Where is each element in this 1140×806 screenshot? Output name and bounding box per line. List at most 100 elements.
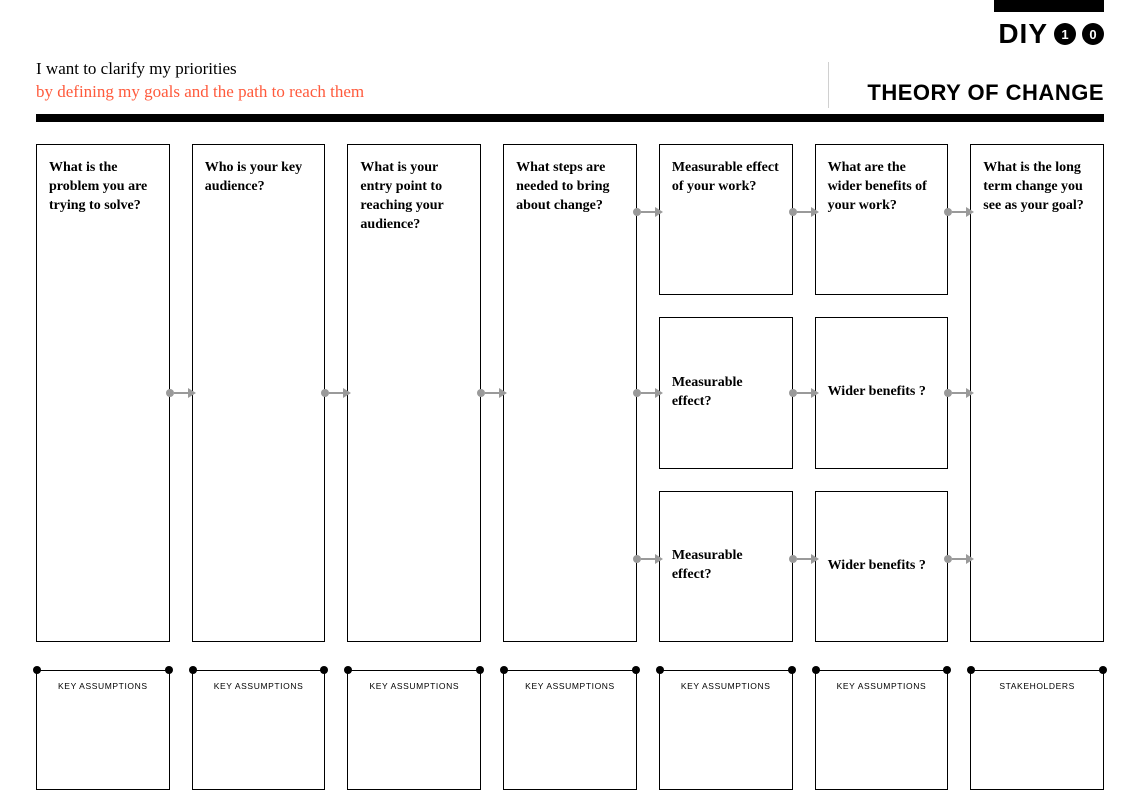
column-5-cell-2-text: Measurable effect?	[672, 374, 780, 412]
column-7: What is the long term change you see as …	[970, 144, 1104, 642]
page-title: THEORY OF CHANGE	[867, 80, 1104, 108]
arrow-connector	[944, 554, 974, 564]
diy-digit-1: 1	[1054, 23, 1076, 45]
assumption-label-2: KEY ASSUMPTIONS	[203, 681, 315, 691]
column-4-box: What steps are needed to bring about cha…	[503, 144, 637, 642]
subtitle-line-2: by defining my goals and the path to rea…	[36, 81, 364, 104]
arrow-connector	[321, 388, 351, 398]
diy-digit-2: 0	[1082, 23, 1104, 45]
connector-dot-icon	[633, 389, 641, 397]
worksheet-page: DIY 1 0 I want to clarify my priorities …	[0, 0, 1140, 806]
header-divider	[828, 62, 829, 108]
column-5-cell-1-text: Measurable effect of your work?	[672, 159, 780, 197]
connector-line	[797, 392, 811, 394]
column-5-stack: Measurable effect of your work? Measurab…	[659, 144, 793, 642]
connector-dot-icon	[944, 555, 952, 563]
connector-dot-icon	[944, 389, 952, 397]
connector-dot-icon	[633, 555, 641, 563]
column-6-cell-1: What are the wider benefits of your work…	[815, 144, 949, 295]
arrow-connector	[166, 388, 196, 398]
column-3-question: What is your entry point to reaching you…	[360, 159, 468, 235]
connector-dot-icon	[321, 389, 329, 397]
arrow-connector	[789, 554, 819, 564]
column-3: What is your entry point to reaching you…	[347, 144, 481, 642]
subtitle-line-1: I want to clarify my priorities	[36, 58, 364, 81]
column-5-cell-3-text: Measurable effect?	[672, 547, 780, 585]
column-4-question: What steps are needed to bring about cha…	[516, 159, 624, 216]
column-6-stack: What are the wider benefits of your work…	[815, 144, 949, 642]
arrow-right-icon	[811, 207, 819, 217]
arrow-right-icon	[966, 207, 974, 217]
assumption-label-5: KEY ASSUMPTIONS	[670, 681, 782, 691]
column-6-cell-2: Wider benefits ?	[815, 317, 949, 468]
arrow-connector	[944, 388, 974, 398]
assumption-box-7: STAKEHOLDERS	[970, 670, 1104, 790]
assumption-label-3: KEY ASSUMPTIONS	[358, 681, 470, 691]
assumption-box-6: KEY ASSUMPTIONS	[815, 670, 949, 790]
diy-label: DIY	[998, 18, 1048, 50]
arrow-connector	[789, 207, 819, 217]
column-1: What is the problem you are trying to so…	[36, 144, 170, 642]
diy-badge: DIY 1 0	[998, 18, 1104, 50]
column-2: Who is your key audience?	[192, 144, 326, 642]
connector-dot-icon	[633, 208, 641, 216]
arrow-connector	[477, 388, 507, 398]
assumption-box-5: KEY ASSUMPTIONS	[659, 670, 793, 790]
connector-line	[797, 558, 811, 560]
assumption-box-2: KEY ASSUMPTIONS	[192, 670, 326, 790]
connector-dot-icon	[789, 208, 797, 216]
connector-line	[485, 392, 499, 394]
column-5-cell-1: Measurable effect of your work?	[659, 144, 793, 295]
column-4: What steps are needed to bring about cha…	[503, 144, 637, 642]
arrow-right-icon	[655, 554, 663, 564]
column-6-cell-3: Wider benefits ?	[815, 491, 949, 642]
assumption-box-3: KEY ASSUMPTIONS	[347, 670, 481, 790]
columns-grid: What is the problem you are trying to so…	[36, 144, 1104, 642]
column-6: What are the wider benefits of your work…	[815, 144, 949, 642]
arrow-connector	[789, 388, 819, 398]
column-6-cell-3-text: Wider benefits ?	[828, 557, 926, 576]
arrow-right-icon	[966, 554, 974, 564]
arrow-right-icon	[655, 388, 663, 398]
column-5: Measurable effect of your work? Measurab…	[659, 144, 793, 642]
assumption-label-1: KEY ASSUMPTIONS	[47, 681, 159, 691]
assumption-label-6: KEY ASSUMPTIONS	[826, 681, 938, 691]
column-1-question: What is the problem you are trying to so…	[49, 159, 157, 216]
column-6-cell-1-text: What are the wider benefits of your work…	[828, 159, 936, 216]
assumptions-row: KEY ASSUMPTIONS KEY ASSUMPTIONS KEY ASSU…	[36, 670, 1104, 790]
connector-line	[641, 211, 655, 213]
arrow-right-icon	[966, 388, 974, 398]
connector-dot-icon	[789, 389, 797, 397]
assumption-label-4: KEY ASSUMPTIONS	[514, 681, 626, 691]
assumption-label-7: STAKEHOLDERS	[981, 681, 1093, 691]
connector-line	[952, 211, 966, 213]
column-1-box: What is the problem you are trying to so…	[36, 144, 170, 642]
arrow-connector	[633, 554, 663, 564]
connector-line	[641, 392, 655, 394]
connector-line	[174, 392, 188, 394]
header-subtitle: I want to clarify my priorities by defin…	[36, 58, 364, 108]
connector-dot-icon	[477, 389, 485, 397]
arrow-connector	[633, 388, 663, 398]
connector-dot-icon	[944, 208, 952, 216]
arrow-right-icon	[811, 388, 819, 398]
arrow-connector	[944, 207, 974, 217]
column-3-box: What is your entry point to reaching you…	[347, 144, 481, 642]
connector-line	[329, 392, 343, 394]
connector-line	[952, 392, 966, 394]
column-2-box: Who is your key audience?	[192, 144, 326, 642]
column-7-question: What is the long term change you see as …	[983, 159, 1091, 216]
column-5-cell-2: Measurable effect?	[659, 317, 793, 468]
connector-dot-icon	[789, 555, 797, 563]
column-5-cell-3: Measurable effect?	[659, 491, 793, 642]
horizontal-rule	[36, 114, 1104, 122]
column-7-box: What is the long term change you see as …	[970, 144, 1104, 642]
connector-line	[952, 558, 966, 560]
arrow-right-icon	[499, 388, 507, 398]
arrow-right-icon	[343, 388, 351, 398]
top-tab-decoration	[994, 0, 1104, 12]
connector-dot-icon	[166, 389, 174, 397]
page-header: I want to clarify my priorities by defin…	[36, 0, 1104, 108]
connector-line	[641, 558, 655, 560]
connector-line	[797, 211, 811, 213]
